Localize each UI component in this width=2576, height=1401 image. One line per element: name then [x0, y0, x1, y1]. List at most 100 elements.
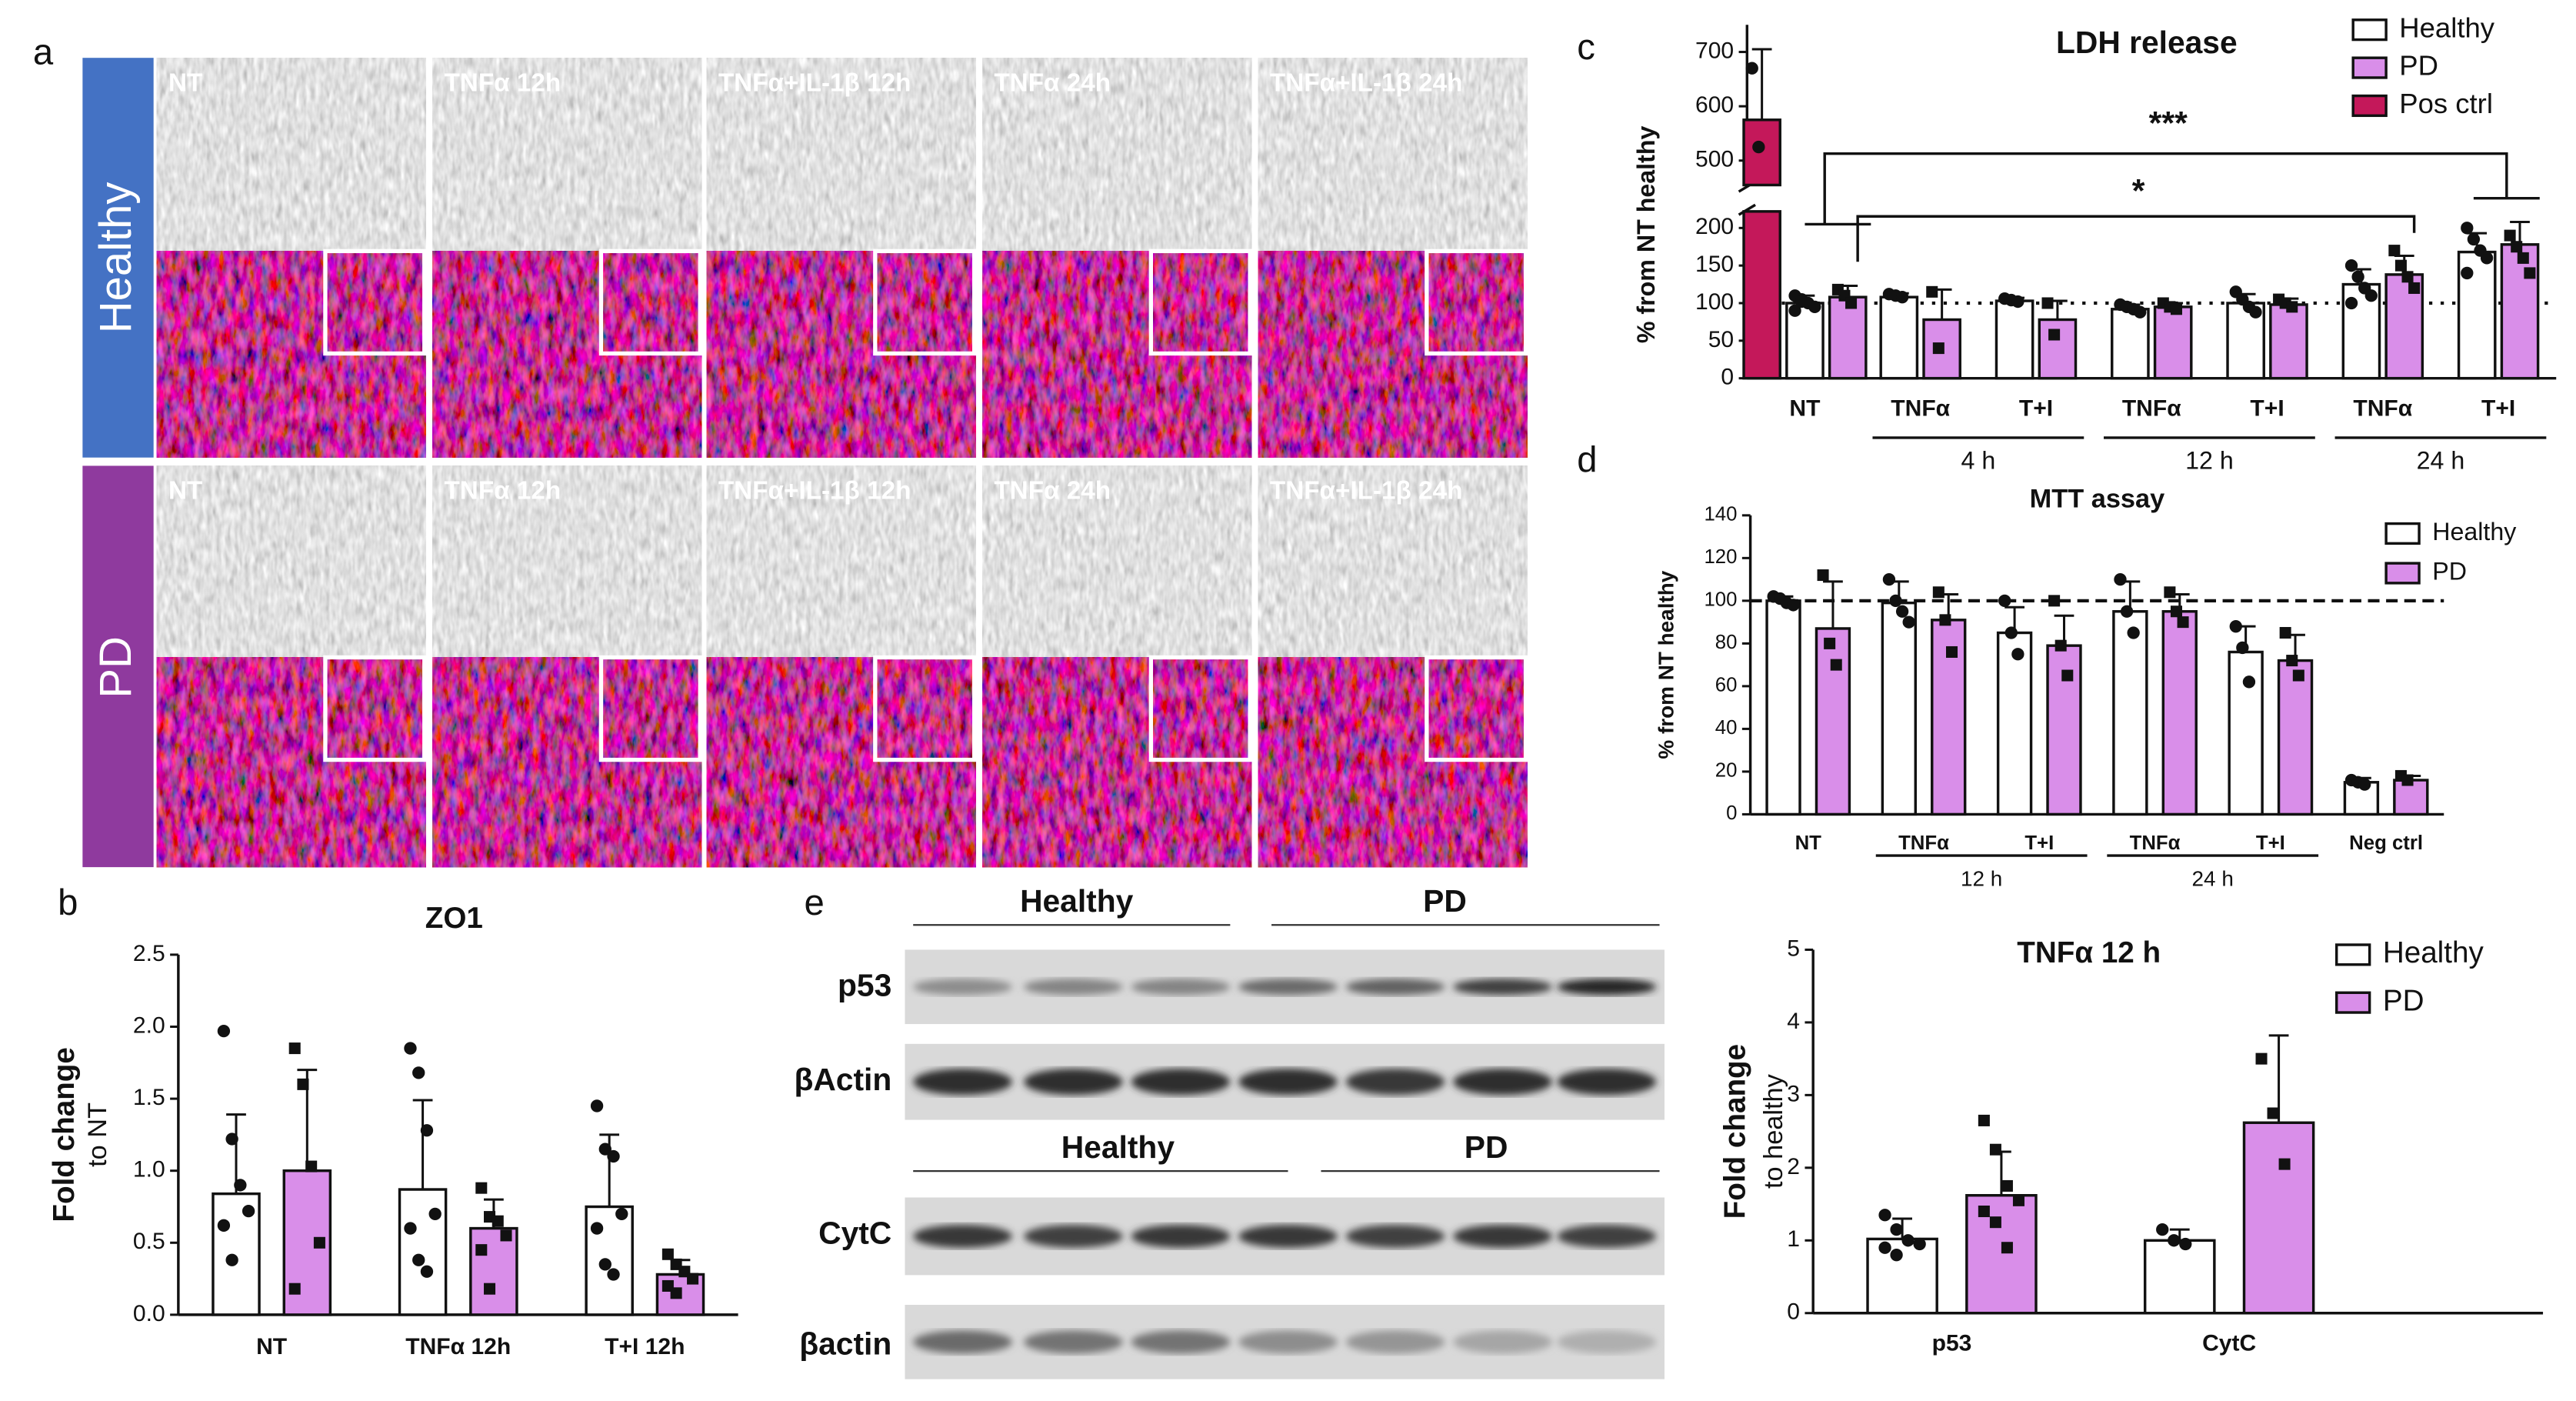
x-tick-label: NT [1795, 832, 1822, 854]
group-label: 12 h [1961, 867, 2002, 891]
data-point [598, 1142, 612, 1156]
blot-band [1131, 1224, 1231, 1248]
fluo-image [982, 657, 1252, 868]
data-point [1913, 1237, 1926, 1251]
phase-image [1258, 58, 1528, 252]
data-point [1745, 62, 1758, 75]
x-tick-label: NT [1789, 395, 1821, 421]
y-axis-label: % from NT healthy [1632, 126, 1660, 344]
x-tick-label: TNFα [2353, 395, 2412, 421]
blot-header: PD [1423, 883, 1467, 919]
data-point [1895, 605, 1909, 618]
bar [2269, 303, 2308, 380]
error-bar [412, 1099, 433, 1190]
y-tick-label: 700 [1695, 38, 1734, 63]
data-point [2012, 1194, 2024, 1206]
blot-band [1238, 979, 1338, 996]
bar [2277, 659, 2314, 816]
data-point [590, 1222, 604, 1235]
data-point [1998, 594, 2011, 608]
x-tick-label: CytC [2202, 1330, 2256, 1356]
error-bar [2510, 221, 2530, 245]
data-point [2286, 655, 2298, 667]
phase-image [432, 465, 702, 658]
y-tick-label: 1.5 [133, 1085, 165, 1110]
data-point [1889, 594, 1902, 608]
blot-band [913, 1224, 1012, 1248]
row-label: Healthy [92, 182, 141, 334]
blot-band [1453, 979, 1552, 996]
blot-band [1024, 1224, 1123, 1248]
x-tick-label: TNFα [1891, 395, 1950, 421]
column-label: TNFα+IL-1β 24h [1270, 68, 1463, 97]
data-point [2120, 605, 2134, 618]
significance-bracket [1823, 152, 2508, 225]
legend-label: Pos ctrl [2399, 88, 2493, 119]
y-tick-label: 4 [1787, 1009, 1800, 1034]
y-axis-label: to healthy [1759, 1073, 1788, 1189]
data-point [484, 1283, 496, 1295]
data-point [2179, 1237, 2192, 1251]
legend-swatch [2351, 56, 2388, 79]
data-point [1939, 614, 1951, 626]
bar [1765, 599, 1801, 816]
bar [2228, 650, 2264, 816]
inset-frame [1148, 655, 1252, 762]
data-point [288, 1283, 301, 1295]
data-point [305, 1160, 318, 1173]
panel-label: a [33, 32, 54, 72]
blot-band [1024, 1069, 1123, 1096]
bar [2242, 1121, 2315, 1315]
data-point [2164, 586, 2176, 599]
phase-image [982, 58, 1252, 252]
data-point [1878, 1241, 1891, 1254]
data-point [2279, 626, 2291, 639]
data-point [2351, 270, 2364, 283]
inset-frame [1425, 249, 1528, 356]
bar [1742, 210, 1781, 380]
blot-band [1024, 979, 1123, 996]
y-tick-label: 1.0 [133, 1157, 165, 1183]
legend-label: Healthy [2383, 936, 2484, 969]
data-point [687, 1273, 699, 1285]
inset-frame [1148, 249, 1252, 356]
data-point [225, 1132, 238, 1146]
data-point [2177, 616, 2189, 629]
bar [2161, 610, 2198, 816]
blot-band [1238, 1069, 1338, 1096]
data-point [2524, 267, 2536, 279]
data-point [242, 1204, 255, 1218]
x-tick-label: T+I [2024, 832, 2054, 854]
blot-header: PD [1465, 1129, 1508, 1165]
column-label: TNFα 12h [444, 68, 561, 97]
data-point [2114, 572, 2127, 586]
y-tick-label: 1 [1787, 1226, 1800, 1252]
x-tick-label: T+I 12h [605, 1334, 685, 1359]
data-point [1890, 1249, 1903, 1262]
y-axis-label: % from NT healthy [1655, 570, 1678, 759]
y-tick-label: 5 [1787, 936, 1800, 961]
y-tick-label: 120 [1704, 546, 1737, 568]
data-point [217, 1219, 231, 1232]
error-bar [1751, 48, 1772, 120]
data-point [404, 1042, 417, 1055]
y-axis-label: Fold change [1719, 1044, 1752, 1219]
x-tick-label: T+I [2019, 395, 2053, 421]
data-point [420, 1265, 434, 1278]
x-tick-label: T+I [2256, 832, 2285, 854]
column-label: TNFα 24h [994, 68, 1111, 97]
panel-label: c [1577, 27, 1595, 68]
column-label: TNFα+IL-1β 12h [718, 68, 911, 97]
data-point [1902, 615, 1915, 629]
data-point [2054, 639, 2067, 652]
data-point [2168, 1234, 2181, 1247]
y-tick-label: 2 [1787, 1154, 1800, 1179]
data-point [2344, 259, 2358, 272]
data-point [492, 1215, 504, 1227]
data-point [1817, 569, 1829, 582]
data-point [2127, 626, 2140, 639]
data-point [2170, 303, 2182, 315]
data-point [1890, 1223, 1903, 1236]
western-blot: Healthy PD Healthy PD p53 βActin CytC βa… [794, 883, 1665, 1379]
